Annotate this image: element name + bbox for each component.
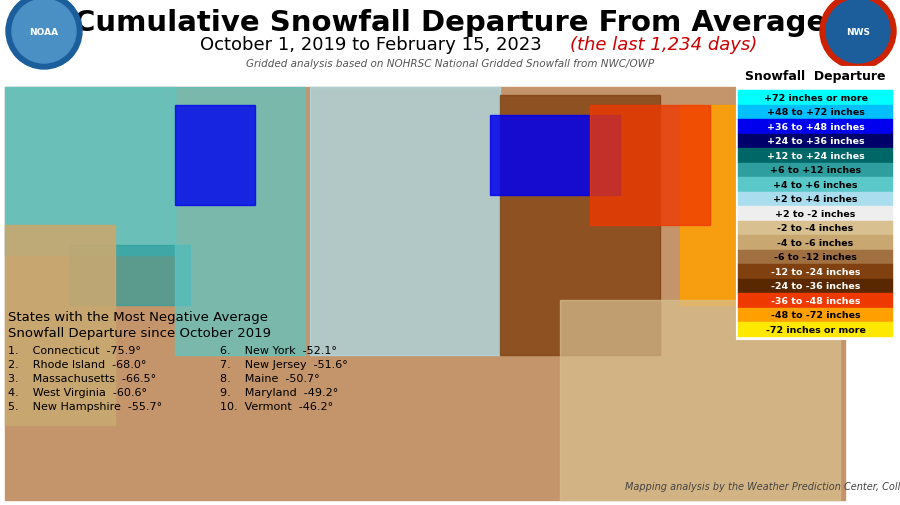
Text: 3.    Massachusetts  -66.5°: 3. Massachusetts -66.5° [8, 373, 156, 383]
Text: +24 to +36 inches: +24 to +36 inches [767, 137, 864, 146]
Bar [70, 245, 190, 306]
Bar [738, 148, 893, 163]
Text: +72 inches or more: +72 inches or more [763, 93, 868, 103]
Circle shape [12, 0, 76, 64]
Text: -24 to -36 inches: -24 to -36 inches [770, 282, 860, 291]
Text: NWS: NWS [846, 27, 870, 36]
Bar [736, 67, 895, 339]
Bar [738, 105, 893, 120]
Text: -36 to -48 inches: -36 to -48 inches [770, 296, 860, 305]
Text: +2 to -2 inches: +2 to -2 inches [775, 210, 856, 218]
Bar [738, 91, 893, 105]
Bar [5, 226, 115, 425]
Text: 2.    Rhode Island  -68.0°: 2. Rhode Island -68.0° [8, 359, 147, 369]
Bar [738, 235, 893, 250]
Text: (the last 1,234 days): (the last 1,234 days) [570, 36, 757, 54]
Text: +36 to +48 inches: +36 to +48 inches [767, 123, 864, 131]
Bar [738, 322, 893, 337]
Circle shape [826, 0, 890, 64]
Circle shape [820, 0, 896, 70]
Bar [680, 106, 835, 306]
Text: NOAA: NOAA [30, 27, 58, 36]
Text: 5.    New Hampshire  -55.7°: 5. New Hampshire -55.7° [8, 401, 162, 411]
Text: -6 to -12 inches: -6 to -12 inches [774, 252, 857, 262]
Text: +6 to +12 inches: +6 to +12 inches [770, 166, 861, 175]
Bar [738, 178, 893, 192]
Text: 10.  Vermont  -46.2°: 10. Vermont -46.2° [220, 401, 333, 411]
Text: -4 to -6 inches: -4 to -6 inches [778, 238, 853, 247]
Bar [590, 106, 710, 226]
Text: 6.    New York  -52.1°: 6. New York -52.1° [220, 345, 337, 356]
Circle shape [6, 0, 82, 70]
Bar [738, 120, 893, 134]
Bar [738, 207, 893, 221]
Text: October 1, 2019 to February 15, 2023: October 1, 2019 to February 15, 2023 [200, 36, 547, 54]
Bar [175, 88, 305, 356]
Text: +4 to +6 inches: +4 to +6 inches [773, 180, 858, 189]
Text: Gridded analysis based on NOHRSC National Gridded Snowfall from NWC/OWP: Gridded analysis based on NOHRSC Nationa… [246, 59, 654, 69]
Text: Cumulative Snowfall Departure From Average: Cumulative Snowfall Departure From Avera… [74, 9, 826, 37]
Text: Snowfall Departure since October 2019: Snowfall Departure since October 2019 [8, 326, 271, 339]
Bar [738, 279, 893, 293]
Text: 9.    Maryland  -49.2°: 9. Maryland -49.2° [220, 387, 338, 397]
Text: 1.    Connecticut  -75.9°: 1. Connecticut -75.9° [8, 345, 141, 356]
Text: 8.    Maine  -50.7°: 8. Maine -50.7° [220, 373, 320, 383]
Bar [738, 163, 893, 178]
Bar [738, 250, 893, 265]
Bar [738, 265, 893, 279]
Bar [738, 134, 893, 148]
Text: +12 to +24 inches: +12 to +24 inches [767, 152, 864, 161]
Bar [738, 308, 893, 322]
Bar [5, 88, 175, 256]
Bar [738, 293, 893, 308]
Text: Mapping analysis by the Weather Prediction Center, College Park, MD: Mapping analysis by the Weather Predicti… [625, 481, 900, 491]
Text: 7.    New Jersey  -51.6°: 7. New Jersey -51.6° [220, 359, 347, 369]
Text: -2 to -4 inches: -2 to -4 inches [778, 224, 853, 233]
Text: -48 to -72 inches: -48 to -72 inches [770, 311, 860, 320]
Bar [738, 192, 893, 207]
Bar [490, 116, 620, 195]
Text: States with the Most Negative Average: States with the Most Negative Average [8, 311, 268, 323]
Bar [0, 0, 900, 86]
Bar [5, 88, 845, 500]
Bar [0, 86, 900, 505]
Bar [310, 88, 500, 356]
Bar [738, 221, 893, 235]
Text: +2 to +4 inches: +2 to +4 inches [773, 195, 858, 204]
Text: -12 to -24 inches: -12 to -24 inches [770, 267, 860, 276]
Bar [175, 106, 255, 206]
Bar [500, 96, 660, 356]
Text: +48 to +72 inches: +48 to +72 inches [767, 108, 864, 117]
Bar [560, 300, 840, 500]
Text: Snowfall  Departure: Snowfall Departure [745, 70, 886, 83]
Text: 4.    West Virginia  -60.6°: 4. West Virginia -60.6° [8, 387, 147, 397]
Text: -72 inches or more: -72 inches or more [766, 325, 866, 334]
